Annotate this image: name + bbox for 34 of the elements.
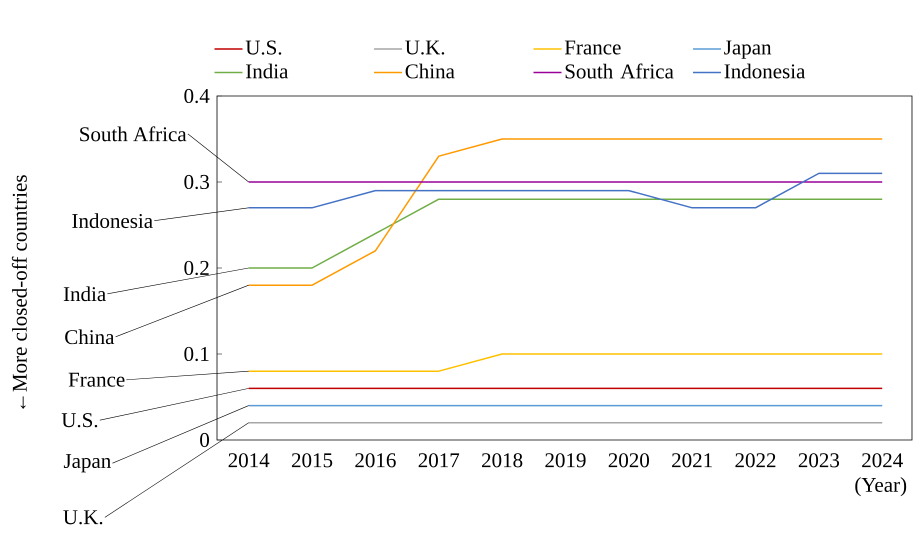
x-tick-label: 2014 [228, 453, 270, 468]
x-tick-label: 2017 [418, 453, 460, 468]
x-tick-label: 2018 [482, 453, 522, 468]
legend-label: France [564, 40, 621, 55]
text: China [65, 329, 114, 344]
x-axis-title: (Year) [855, 477, 906, 496]
legend-label: South Africa [566, 64, 674, 79]
legend-label: Indonesia [724, 64, 806, 78]
x-tick-label: 2015 [292, 453, 332, 468]
text: Indonesia [72, 213, 153, 228]
y-tick-label: 0.2 [184, 260, 209, 276]
legend-label: India [246, 64, 288, 78]
text: U.K. [63, 510, 102, 524]
x-tick-label: 2024 [862, 453, 903, 468]
legend-label: China [406, 64, 455, 78]
y-tick-label: 0 [200, 432, 210, 448]
y-tick-label: 0.4 [184, 88, 210, 104]
legend-label: U.K. [405, 40, 444, 55]
x-tick-label: 2016 [355, 453, 396, 468]
legend-label: Japan [724, 40, 772, 59]
x-tick-label: 2022 [735, 453, 776, 468]
x-tick-label: 2019 [545, 453, 586, 468]
x-tick-label: 2023 [798, 453, 840, 468]
y-tick-label: 0.1 [184, 346, 209, 362]
text: Japan [64, 454, 111, 472]
text: India [64, 286, 106, 302]
text: South Africa [80, 126, 186, 142]
text: U.S. [62, 413, 98, 428]
text: France [68, 372, 124, 387]
x-tick-label: 2020 [608, 453, 650, 468]
legend-label: U.S. [246, 40, 282, 55]
x-tick-label: 2021 [672, 453, 712, 468]
y-tick-label: 0.3 [184, 174, 209, 190]
text: ←More closed-off countries [12, 175, 27, 409]
